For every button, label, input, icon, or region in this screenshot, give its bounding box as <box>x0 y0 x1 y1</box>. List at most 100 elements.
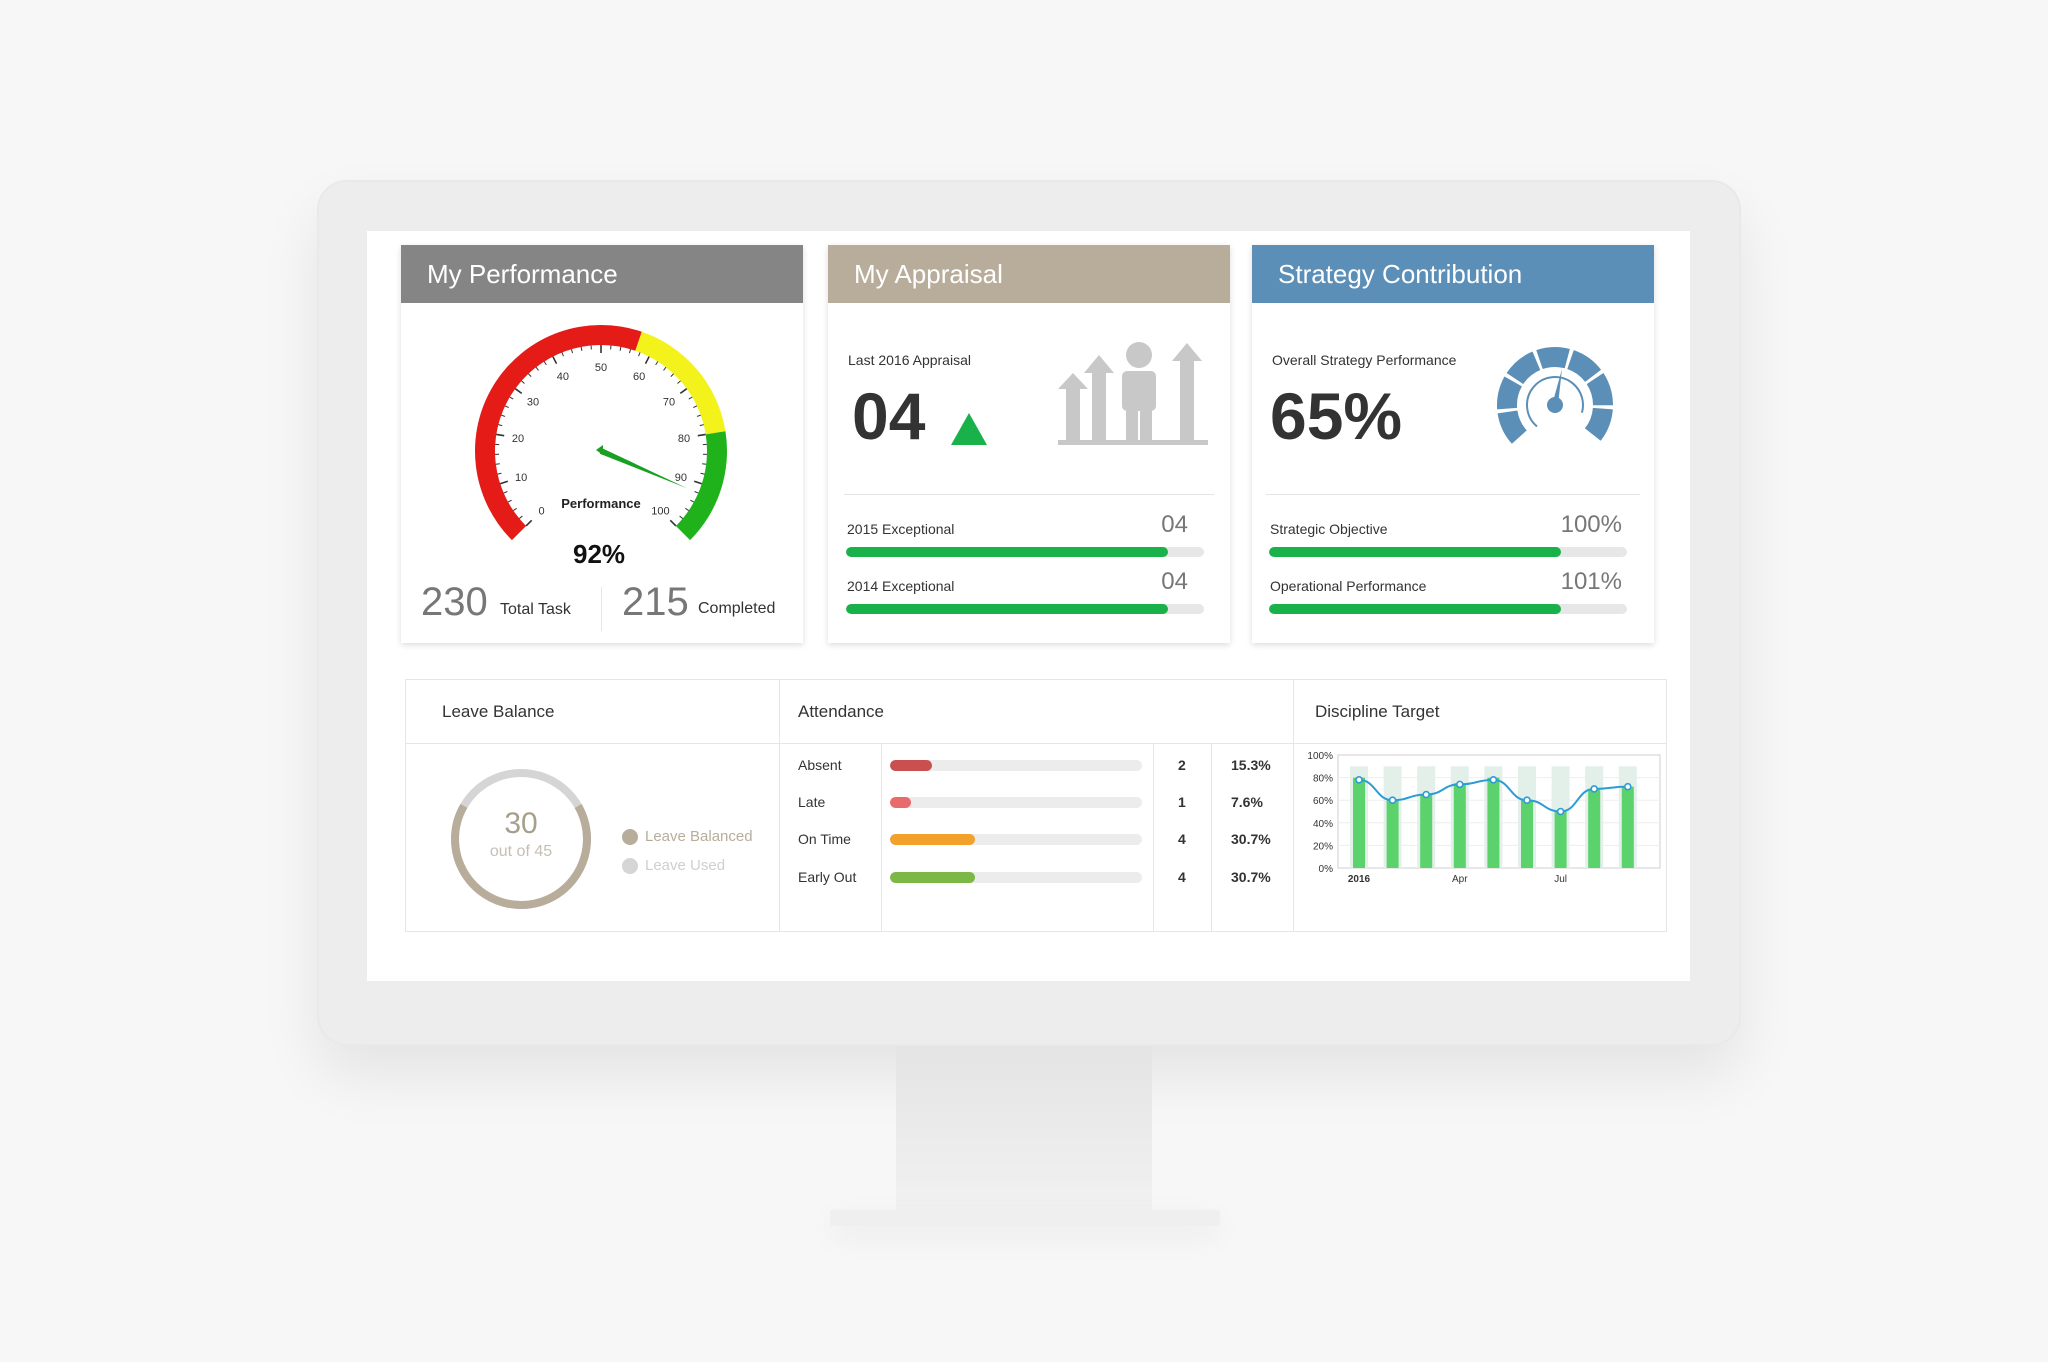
speedometer-segment <box>1586 373 1613 406</box>
attendance-count: 4 <box>1178 869 1186 885</box>
gauge-tick <box>509 396 514 400</box>
strategy-progress-fill <box>1269 604 1561 614</box>
speedometer-segment <box>1506 351 1541 385</box>
gauge-tick <box>693 480 703 485</box>
gauge-tick <box>528 373 532 377</box>
chart-y-tick: 20% <box>1313 841 1333 852</box>
speedometer-icon <box>1497 347 1613 444</box>
attendance-bar-fill <box>890 872 976 883</box>
attendance-bar-fill <box>890 834 976 845</box>
appraisal-divider <box>844 494 1214 495</box>
gauge-band <box>475 325 642 541</box>
strategy-progress-objective <box>1269 547 1627 557</box>
gauge-tick <box>696 414 701 417</box>
chart-bar <box>1353 777 1365 868</box>
my-appraisal-card: My Appraisal Last 2016 Appraisal 04 2015… <box>828 245 1230 643</box>
attendance-title: Attendance <box>780 680 1293 744</box>
speedometer-segment <box>1536 347 1570 370</box>
monitor-stand <box>896 1046 1152 1222</box>
gauge-tick <box>570 349 574 354</box>
gauge-tick <box>655 361 659 366</box>
gauge-tick-label: 70 <box>663 397 675 409</box>
attendance-row-label: Early Out <box>798 869 857 885</box>
gauge-tick-label: 40 <box>557 371 569 383</box>
gauge-tick <box>504 405 509 409</box>
my-appraisal-title: My Appraisal <box>828 245 1230 303</box>
strategy-row-value: 101% <box>1560 568 1622 595</box>
monitor-base <box>830 1210 1220 1226</box>
chart-bar <box>1386 800 1399 868</box>
attendance-col-line <box>881 744 882 931</box>
strategy-row-value: 100% <box>1560 511 1622 538</box>
gauge-tick <box>693 405 698 409</box>
strategy-value: 65% <box>1270 379 1403 453</box>
up-triangle-icon <box>951 413 987 445</box>
attendance-count: 4 <box>1178 831 1186 847</box>
speedometer-segment <box>1567 350 1602 382</box>
gauge-tick <box>688 396 693 400</box>
attendance-count: 2 <box>1178 757 1186 773</box>
attendance-percent: 7.6% <box>1231 794 1263 810</box>
my-performance-title: My Performance <box>401 245 803 303</box>
chart-point <box>1456 780 1464 789</box>
chart-y-tick: 100% <box>1307 751 1333 762</box>
chart-point <box>1388 796 1397 805</box>
chart-point <box>1355 776 1363 784</box>
gauge-tick <box>685 507 689 511</box>
gauge-tick <box>543 361 547 366</box>
attendance-bar <box>890 834 1142 845</box>
appraisal-row-label: 2015 Exceptional <box>847 521 955 537</box>
gauge-tick <box>514 388 523 395</box>
gauge-tick <box>670 373 674 377</box>
gauge-tick <box>498 424 503 427</box>
speedometer-segment <box>1497 376 1522 410</box>
gauge-tick-label: 20 <box>512 433 524 445</box>
attendance-bar <box>890 872 1142 883</box>
discipline-target-chart: 0% 20% 40% 60% 80% 100% 2016 Apr Jul <box>1307 751 1661 885</box>
chart-bar <box>1554 811 1567 868</box>
attendance-bar-fill <box>890 760 933 771</box>
chart-x-tick: Apr <box>1452 874 1468 885</box>
speedometer-segment <box>1584 407 1613 441</box>
appraisal-row-value: 04 <box>1161 568 1188 595</box>
gauge-tick <box>580 346 583 351</box>
chart-bar <box>1521 800 1533 868</box>
appraisal-progress-fill <box>846 547 1169 557</box>
attendance-percent: 30.7% <box>1231 831 1271 847</box>
gauge-tick-label: 10 <box>515 472 527 484</box>
gauge-tick <box>525 519 533 527</box>
gauge-tick-label: 60 <box>633 371 645 383</box>
attendance-bar <box>890 760 1142 771</box>
gauge-tick <box>677 380 681 384</box>
chart-bar <box>1621 786 1634 868</box>
gauge-tick <box>561 352 564 357</box>
gauge-tick <box>496 433 505 437</box>
gauge-tick <box>535 366 539 371</box>
my-performance-card: My Performance 0 10 20 30 40 50 60 70 80 90 100 Pe… <box>401 245 803 643</box>
attendance-col-line <box>1153 744 1154 931</box>
gauge-tick <box>499 480 509 485</box>
gauge-tick <box>697 433 706 437</box>
gauge-tick <box>519 515 523 519</box>
chart-y-tick: 40% <box>1313 819 1333 830</box>
total-task-count: 230 <box>421 580 488 624</box>
completed-count: 215 <box>622 580 689 624</box>
strategy-row-label: Operational Performance <box>1270 578 1427 594</box>
strategy-contribution-card: Strategy Contribution Overall Strategy P… <box>1252 245 1654 643</box>
attendance-row: Absent 2 15.3% <box>780 746 1293 784</box>
gauge-tick <box>503 491 508 494</box>
leave-balance-number: 30 <box>504 807 538 840</box>
chart-bar <box>1453 783 1466 868</box>
appraisal-row-value: 04 <box>1161 511 1188 538</box>
gauge-tick <box>644 356 650 365</box>
leave-balance-of: out of 45 <box>489 843 553 860</box>
gauge-tick-label: 30 <box>527 397 539 409</box>
speedometer-segment <box>1497 410 1527 444</box>
gauge-tick-label: 50 <box>595 362 607 374</box>
gauge-band <box>675 431 727 541</box>
leave-balance-title: Leave Balance <box>406 680 779 744</box>
gauge-tick <box>679 515 683 519</box>
attendance-panel: Attendance Absent 2 15.3% Late 1 7.6% On… <box>780 680 1294 931</box>
gauge-tick <box>501 414 506 417</box>
attendance-row: Early Out 4 30.7% <box>780 858 1293 896</box>
